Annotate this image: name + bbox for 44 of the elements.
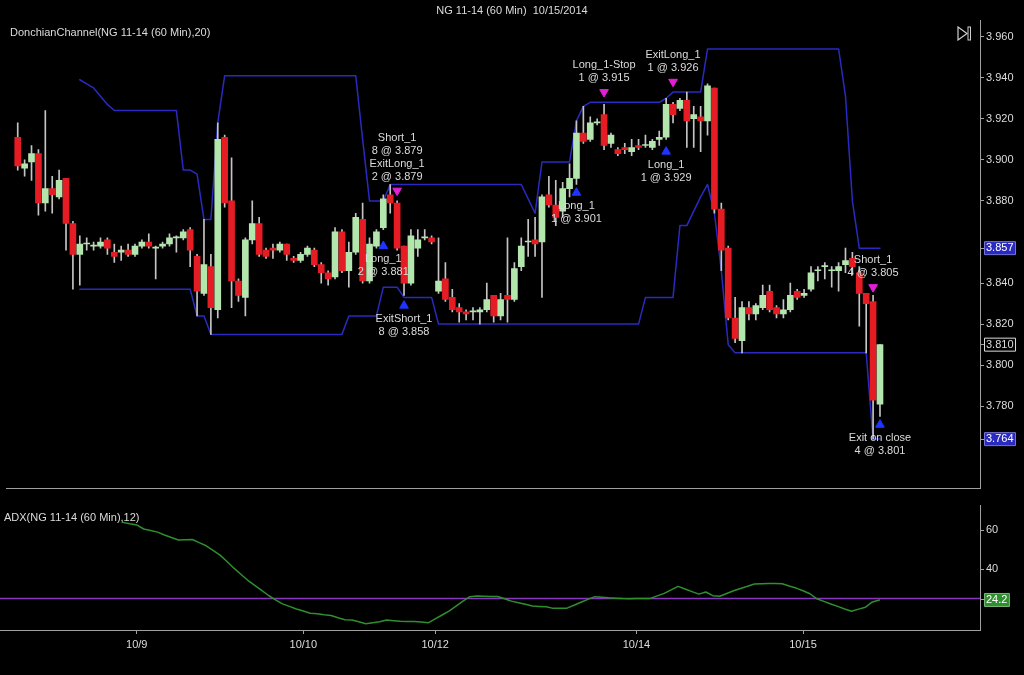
y-tick-label: 3.857 — [986, 241, 1014, 254]
y-tick-label: 3.960 — [986, 29, 1014, 42]
x-tick-label: 10/9 — [126, 637, 148, 650]
y-tick-label: 3.780 — [986, 399, 1014, 412]
chart-title: NG 11-14 (60 Min) 10/15/2014 — [436, 3, 588, 16]
y-tick-label: 3.900 — [986, 152, 1014, 165]
y-tick-label: 3.820 — [986, 317, 1014, 330]
annotation: Long_1 1 @ 3.929 — [640, 157, 692, 183]
x-tick-label: 10/12 — [421, 637, 449, 650]
point — [868, 284, 878, 293]
x-tick-label: 10/15 — [789, 637, 817, 650]
y-tick-label: 3.920 — [986, 111, 1014, 124]
point — [668, 78, 678, 88]
annotation: ExitLong_1 1 @ 3.926 — [645, 47, 701, 73]
candlestick — [814, 266, 822, 282]
candlestick — [821, 262, 829, 280]
y-tick-label: 3.840 — [986, 276, 1014, 289]
y-tick-label: 40 — [986, 562, 999, 575]
y-tick-label: 3.800 — [986, 358, 1014, 371]
candlestick — [41, 110, 49, 212]
point — [599, 89, 609, 98]
annotation: Long_1-Stop 1 @ 3.915 — [572, 58, 636, 84]
y-tick-label: 3.810 — [986, 337, 1014, 350]
y-tick-label: 60 — [986, 523, 999, 536]
point — [661, 146, 671, 155]
candlestick — [76, 235, 84, 286]
annotation: ExitShort_1 8 @ 3.858 — [375, 311, 433, 337]
x-tick-label: 10/14 — [622, 637, 651, 650]
point — [392, 187, 402, 197]
text: DonchianChannel(NG 11-14 (60 Min),20) — [10, 25, 211, 38]
point — [378, 240, 389, 250]
chart-subtitle: ADX(NG 11-14 (60 Min),12) — [4, 511, 140, 524]
y-tick-label: 3.880 — [986, 193, 1014, 206]
annotation: Short_1 8 @ 3.879 ExitLong_1 2 @ 3.879 — [369, 130, 425, 182]
x-tick-label: 10/10 — [289, 637, 318, 650]
point — [571, 187, 582, 196]
candlestick — [690, 106, 698, 148]
point — [399, 300, 409, 309]
candlestick — [48, 175, 56, 214]
point — [875, 419, 885, 428]
y-tick-label: 24.2 — [986, 593, 1008, 605]
y-tick-label: 3.940 — [986, 70, 1014, 83]
y-tick-label: 3.764 — [986, 432, 1014, 445]
candlestick — [117, 245, 125, 261]
